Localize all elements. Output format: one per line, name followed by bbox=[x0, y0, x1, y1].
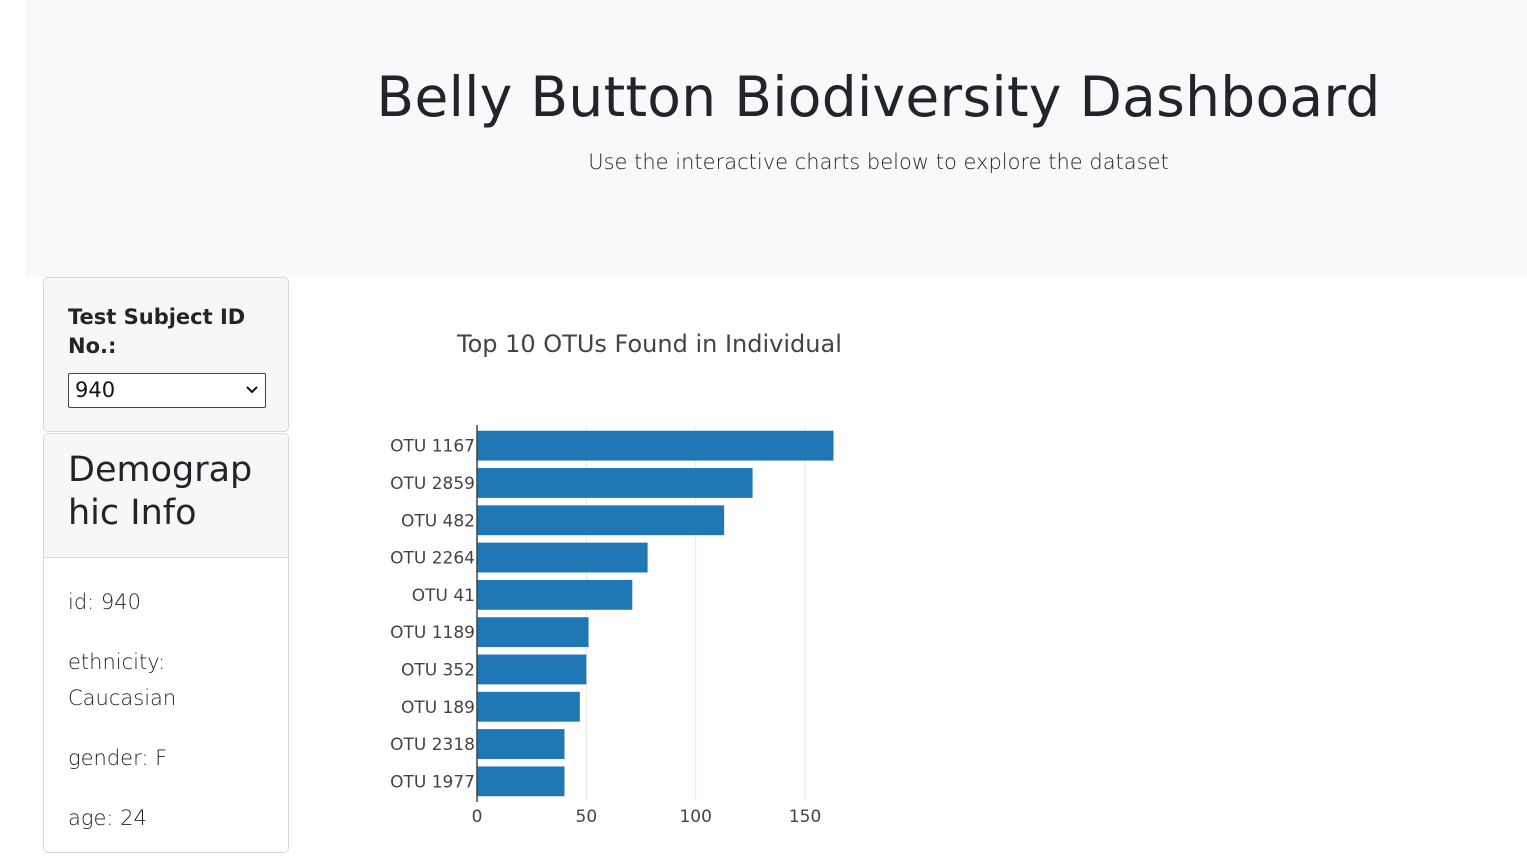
y-tick-label-otu-2264: OTU 2264 bbox=[390, 549, 475, 569]
y-tick-label-otu-482: OTU 482 bbox=[401, 511, 475, 531]
top-otus-bar-chart[interactable]: Top 10 OTUs Found in Individual 0 50 100 150… bbox=[300, 290, 1000, 827]
page-subtitle: Use the interactive charts below to expl… bbox=[588, 150, 1169, 174]
bar-otu-2859[interactable] bbox=[477, 468, 753, 498]
subject-selector-card: Test Subject ID No.: 940 bbox=[43, 277, 289, 432]
y-tick-label-otu-2859: OTU 2859 bbox=[390, 474, 475, 494]
bar-otu-352[interactable] bbox=[477, 654, 587, 685]
page-title: Belly Button Biodiversity Dashboard bbox=[376, 65, 1381, 129]
demographic-info-card: Demographic Info id: 940 ethnicity: Cauc… bbox=[43, 433, 289, 853]
demographic-info-header: Demographic Info bbox=[44, 434, 288, 558]
chart-title: Top 10 OTUs Found in Individual bbox=[456, 330, 842, 358]
demographic-item-id: id: 940 bbox=[68, 590, 141, 614]
x-tick-label-100: 100 bbox=[679, 807, 711, 824]
y-tick-label-otu-2318: OTU 2318 bbox=[390, 735, 475, 755]
subject-selector-label: Test Subject ID No.: bbox=[68, 305, 246, 358]
demographic-info-title: Demographic Info bbox=[68, 450, 253, 533]
bar-otu-2318[interactable] bbox=[477, 729, 565, 759]
y-tick-label-otu-41: OTU 41 bbox=[412, 586, 475, 606]
x-tick-label-50: 50 bbox=[576, 807, 598, 824]
subject-id-select[interactable]: 940 bbox=[68, 373, 266, 408]
bar-otu-1977[interactable] bbox=[477, 766, 565, 797]
demographic-item-ethnicity: ethnicity: Caucasian bbox=[68, 650, 177, 710]
y-tick-label-otu-352: OTU 352 bbox=[401, 660, 475, 680]
subject-id-selected-value: 940 bbox=[75, 378, 116, 402]
demographic-item-age: age: 24 bbox=[68, 806, 147, 830]
bar-otu-2264[interactable] bbox=[477, 542, 648, 573]
demographic-info-body: id: 940 ethnicity: Caucasian gender: F a… bbox=[68, 584, 268, 860]
y-tick-label-otu-1167: OTU 1167 bbox=[390, 437, 475, 457]
chevron-down-icon bbox=[245, 374, 259, 407]
x-tick-label-0: 0 bbox=[472, 807, 483, 824]
y-tick-label-otu-1189: OTU 1189 bbox=[390, 623, 475, 643]
y-tick-label-otu-1977: OTU 1977 bbox=[390, 772, 475, 792]
bar-otu-1167[interactable] bbox=[477, 430, 834, 461]
y-tick-label-otu-189: OTU 189 bbox=[401, 698, 475, 718]
bar-otu-1189[interactable] bbox=[477, 617, 589, 648]
bar-otu-41[interactable] bbox=[477, 579, 633, 610]
header-jumbotron: Belly Button Biodiversity Dashboard Use … bbox=[25, 0, 1527, 277]
bar-otu-482[interactable] bbox=[477, 505, 725, 536]
bar-otu-189[interactable] bbox=[477, 691, 580, 722]
demographic-item-gender: gender: F bbox=[68, 746, 168, 770]
bar-chart-container: Top 10 OTUs Found in Individual 0 50 100 150… bbox=[300, 290, 1000, 827]
x-tick-label-150: 150 bbox=[789, 807, 821, 824]
